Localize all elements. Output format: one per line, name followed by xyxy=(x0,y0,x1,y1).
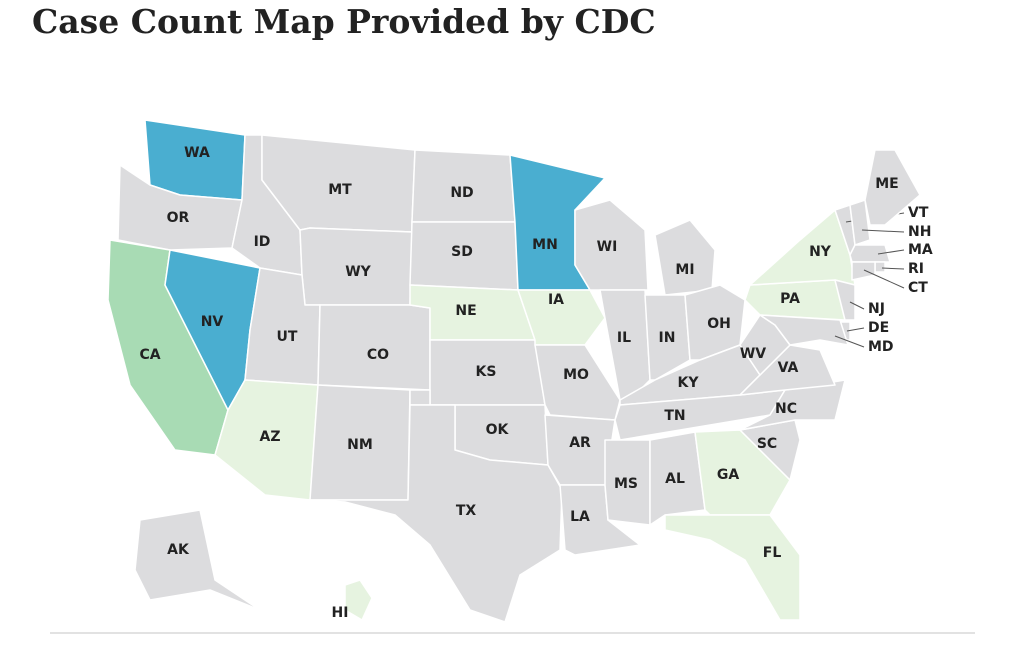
state-label: AK xyxy=(167,542,190,558)
state-shape xyxy=(874,261,886,273)
state-shape xyxy=(759,314,849,346)
state-label: FL xyxy=(763,545,782,561)
leader-line xyxy=(861,229,905,233)
state-shape xyxy=(739,379,846,431)
state-shape xyxy=(654,219,716,296)
state-shape xyxy=(864,149,921,226)
state-shape xyxy=(849,199,871,246)
state-shape xyxy=(644,294,691,381)
state-label: OK xyxy=(486,422,510,438)
state-label: WI xyxy=(597,239,618,255)
state-label: IL xyxy=(617,330,631,346)
state-label: AR xyxy=(569,435,591,451)
state-label: VT xyxy=(908,205,929,221)
state-shape xyxy=(851,261,876,281)
state-label: MI xyxy=(675,262,694,278)
state-label: PA xyxy=(780,291,800,307)
state-label: NJ xyxy=(868,301,885,317)
leader-line xyxy=(834,335,865,348)
state-label: HI xyxy=(332,605,349,621)
leader-line xyxy=(863,269,905,289)
state-label: WY xyxy=(345,264,371,280)
state-label: GA xyxy=(717,467,739,483)
state-label: CA xyxy=(139,347,160,363)
leader-line xyxy=(849,301,865,310)
leader-line xyxy=(881,267,905,270)
state-label: NC xyxy=(775,401,797,417)
state-label: CT xyxy=(908,280,928,296)
state-shape xyxy=(344,579,373,621)
state-label: NH xyxy=(908,224,931,240)
state-shape xyxy=(834,279,856,321)
leader-line xyxy=(877,249,905,255)
leader-line xyxy=(846,327,865,332)
state-label: DE xyxy=(868,320,889,336)
state-label: NE xyxy=(455,303,476,319)
state-shape xyxy=(604,439,651,526)
state-label: AZ xyxy=(260,429,281,445)
state-label: WA xyxy=(184,145,210,161)
state-shape xyxy=(307,404,563,623)
state-label: MN xyxy=(532,237,558,253)
state-label: CO xyxy=(367,347,389,363)
state-label: ND xyxy=(450,185,473,201)
state-label: VA xyxy=(778,360,799,376)
state-label: IN xyxy=(659,330,676,346)
state-label: UT xyxy=(277,329,298,345)
state-label: LA xyxy=(570,509,590,525)
state-shape xyxy=(849,244,891,263)
state-label: MS xyxy=(614,476,638,492)
state-label: OR xyxy=(167,210,190,226)
state-label: NY xyxy=(809,244,832,260)
state-shape xyxy=(649,431,706,526)
state-label: KY xyxy=(678,375,700,391)
state-label: ID xyxy=(254,234,271,250)
state-label: SC xyxy=(757,436,777,452)
state-shape xyxy=(134,509,261,611)
state-label: MO xyxy=(563,367,589,383)
state-label: OH xyxy=(707,316,731,332)
state-label: SD xyxy=(451,244,473,260)
state-label: IA xyxy=(548,292,564,308)
state-label: NV xyxy=(201,314,224,330)
state-shape xyxy=(664,514,801,621)
state-label: ME xyxy=(875,176,899,192)
state-label: KS xyxy=(476,364,497,380)
state-label: RI xyxy=(908,261,924,277)
state-label: TN xyxy=(664,408,685,424)
state-label: AL xyxy=(665,471,685,487)
state-label: NM xyxy=(347,437,373,453)
page-title: Case Count Map Provided by CDC xyxy=(32,2,656,41)
state-label: MD xyxy=(868,339,894,355)
state-label: MA xyxy=(908,242,933,258)
state-label: WV xyxy=(740,346,766,362)
state-label: TX xyxy=(456,503,477,519)
state-label: MT xyxy=(328,182,352,198)
